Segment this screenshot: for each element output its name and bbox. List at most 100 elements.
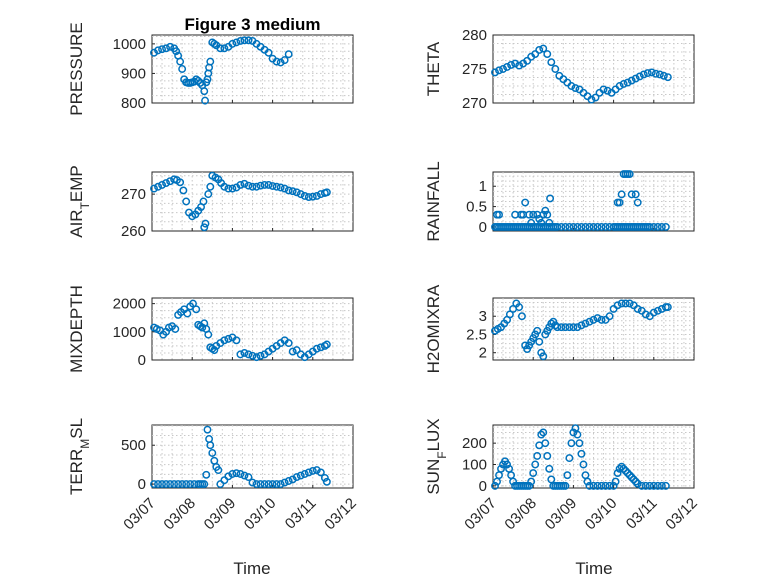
data-point [272, 57, 281, 66]
data-point [583, 477, 592, 486]
data-point [585, 481, 594, 490]
data-point [565, 222, 574, 231]
x-tick-label: 03/09 [201, 495, 240, 534]
data-point [617, 190, 626, 199]
data-point [150, 184, 158, 193]
data-point [621, 299, 630, 308]
data-point [308, 466, 317, 475]
data-point [617, 299, 626, 308]
y-tick-label: 800 [121, 95, 146, 112]
data-point [248, 478, 257, 487]
data-point [533, 452, 542, 460]
chart-title: Figure 3 medium [184, 15, 320, 34]
subplot-1: 800 900 1000 PRESSURE Figure 3 medium [67, 15, 354, 116]
data-point [597, 315, 606, 324]
data-point [200, 480, 209, 489]
x-axis-label-left: Time [233, 559, 270, 578]
data-point [248, 182, 257, 191]
data-point [525, 210, 534, 219]
data-point [653, 481, 662, 490]
data-point [569, 222, 578, 231]
data-point [308, 192, 317, 201]
data-point [529, 210, 538, 219]
data-series [150, 171, 331, 232]
y-tick-label: 900 [121, 65, 146, 82]
data-point [523, 56, 532, 65]
data-point [553, 222, 562, 231]
data-point [244, 36, 253, 45]
data-point [543, 452, 552, 460]
data-point [591, 93, 600, 102]
data-series [491, 299, 672, 361]
y-tick-label: 2 [479, 345, 487, 362]
data-point [264, 48, 273, 57]
data-point [581, 222, 590, 231]
data-point [244, 350, 253, 359]
data-point [240, 349, 249, 357]
subplot-8: 0 100 200 03/07 03/08 03/09 03/10 03/11 03/12 SUN… [424, 418, 701, 533]
data-point [589, 315, 598, 324]
data-point [166, 42, 175, 51]
data-point [296, 471, 305, 480]
data-point [214, 466, 223, 475]
x-tick-label: 03/11 [282, 495, 320, 533]
data-point [577, 222, 586, 231]
data-point [599, 85, 608, 94]
y-tick-label: 1000 [113, 36, 146, 53]
data-series [150, 425, 331, 489]
data-point [300, 192, 309, 200]
data-point [593, 314, 602, 323]
data-point [304, 193, 313, 202]
data-point [535, 337, 544, 346]
data-point [192, 305, 201, 314]
data-point [158, 45, 167, 54]
data-point [557, 222, 566, 231]
data-point [557, 323, 566, 332]
data-point [645, 222, 654, 231]
data-point [208, 449, 217, 457]
y-tick-label: 0 [479, 219, 487, 236]
data-point [320, 473, 329, 482]
data-point [545, 464, 554, 473]
data-point [220, 44, 229, 53]
data-point [653, 222, 662, 231]
data-point [569, 428, 578, 437]
data-point [220, 336, 229, 345]
data-point [529, 469, 538, 478]
data-point [499, 65, 507, 73]
data-point [240, 471, 249, 480]
data-point [162, 179, 171, 188]
subplot-2: 270 275 280 THETA [424, 27, 695, 112]
data-point [631, 190, 640, 199]
data-point [601, 222, 610, 231]
data-point [509, 477, 518, 486]
data-point [284, 339, 293, 348]
data-point [224, 472, 233, 481]
data-point [491, 481, 499, 490]
data-point [232, 38, 241, 47]
data-point [224, 184, 233, 193]
data-point [637, 481, 646, 490]
data-point [655, 70, 664, 79]
x-tick-label: 03/08 [160, 495, 199, 534]
data-point [651, 69, 660, 78]
data-point [199, 197, 208, 206]
data-point [521, 198, 530, 207]
data-point [495, 66, 503, 75]
subplot-4: 0 0.5 1 RAINFALL [424, 161, 695, 242]
data-point [272, 480, 281, 489]
y-tick-label: 280 [462, 27, 487, 44]
data-point [200, 223, 209, 232]
data-point [296, 190, 305, 199]
data-series [491, 424, 670, 490]
data-point [292, 188, 301, 197]
x-tick-label: 03/09 [542, 495, 581, 534]
data-point [503, 460, 512, 469]
data-point [527, 218, 536, 227]
data-point [621, 466, 630, 475]
data-point [631, 74, 640, 83]
data-point [631, 477, 640, 486]
data-point [154, 182, 162, 191]
data-series [150, 36, 293, 105]
